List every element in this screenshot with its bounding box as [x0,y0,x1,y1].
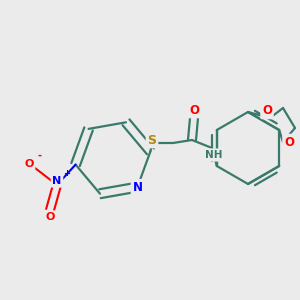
Text: +: + [63,169,70,178]
Text: S: S [148,134,157,146]
Text: N: N [52,176,62,186]
Text: -: - [38,151,42,161]
Text: O: O [24,159,34,169]
Text: NH: NH [205,150,223,160]
Text: O: O [45,212,55,222]
Text: O: O [189,103,199,116]
Text: O: O [284,136,294,148]
Text: O: O [262,104,272,118]
Text: N: N [132,181,142,194]
